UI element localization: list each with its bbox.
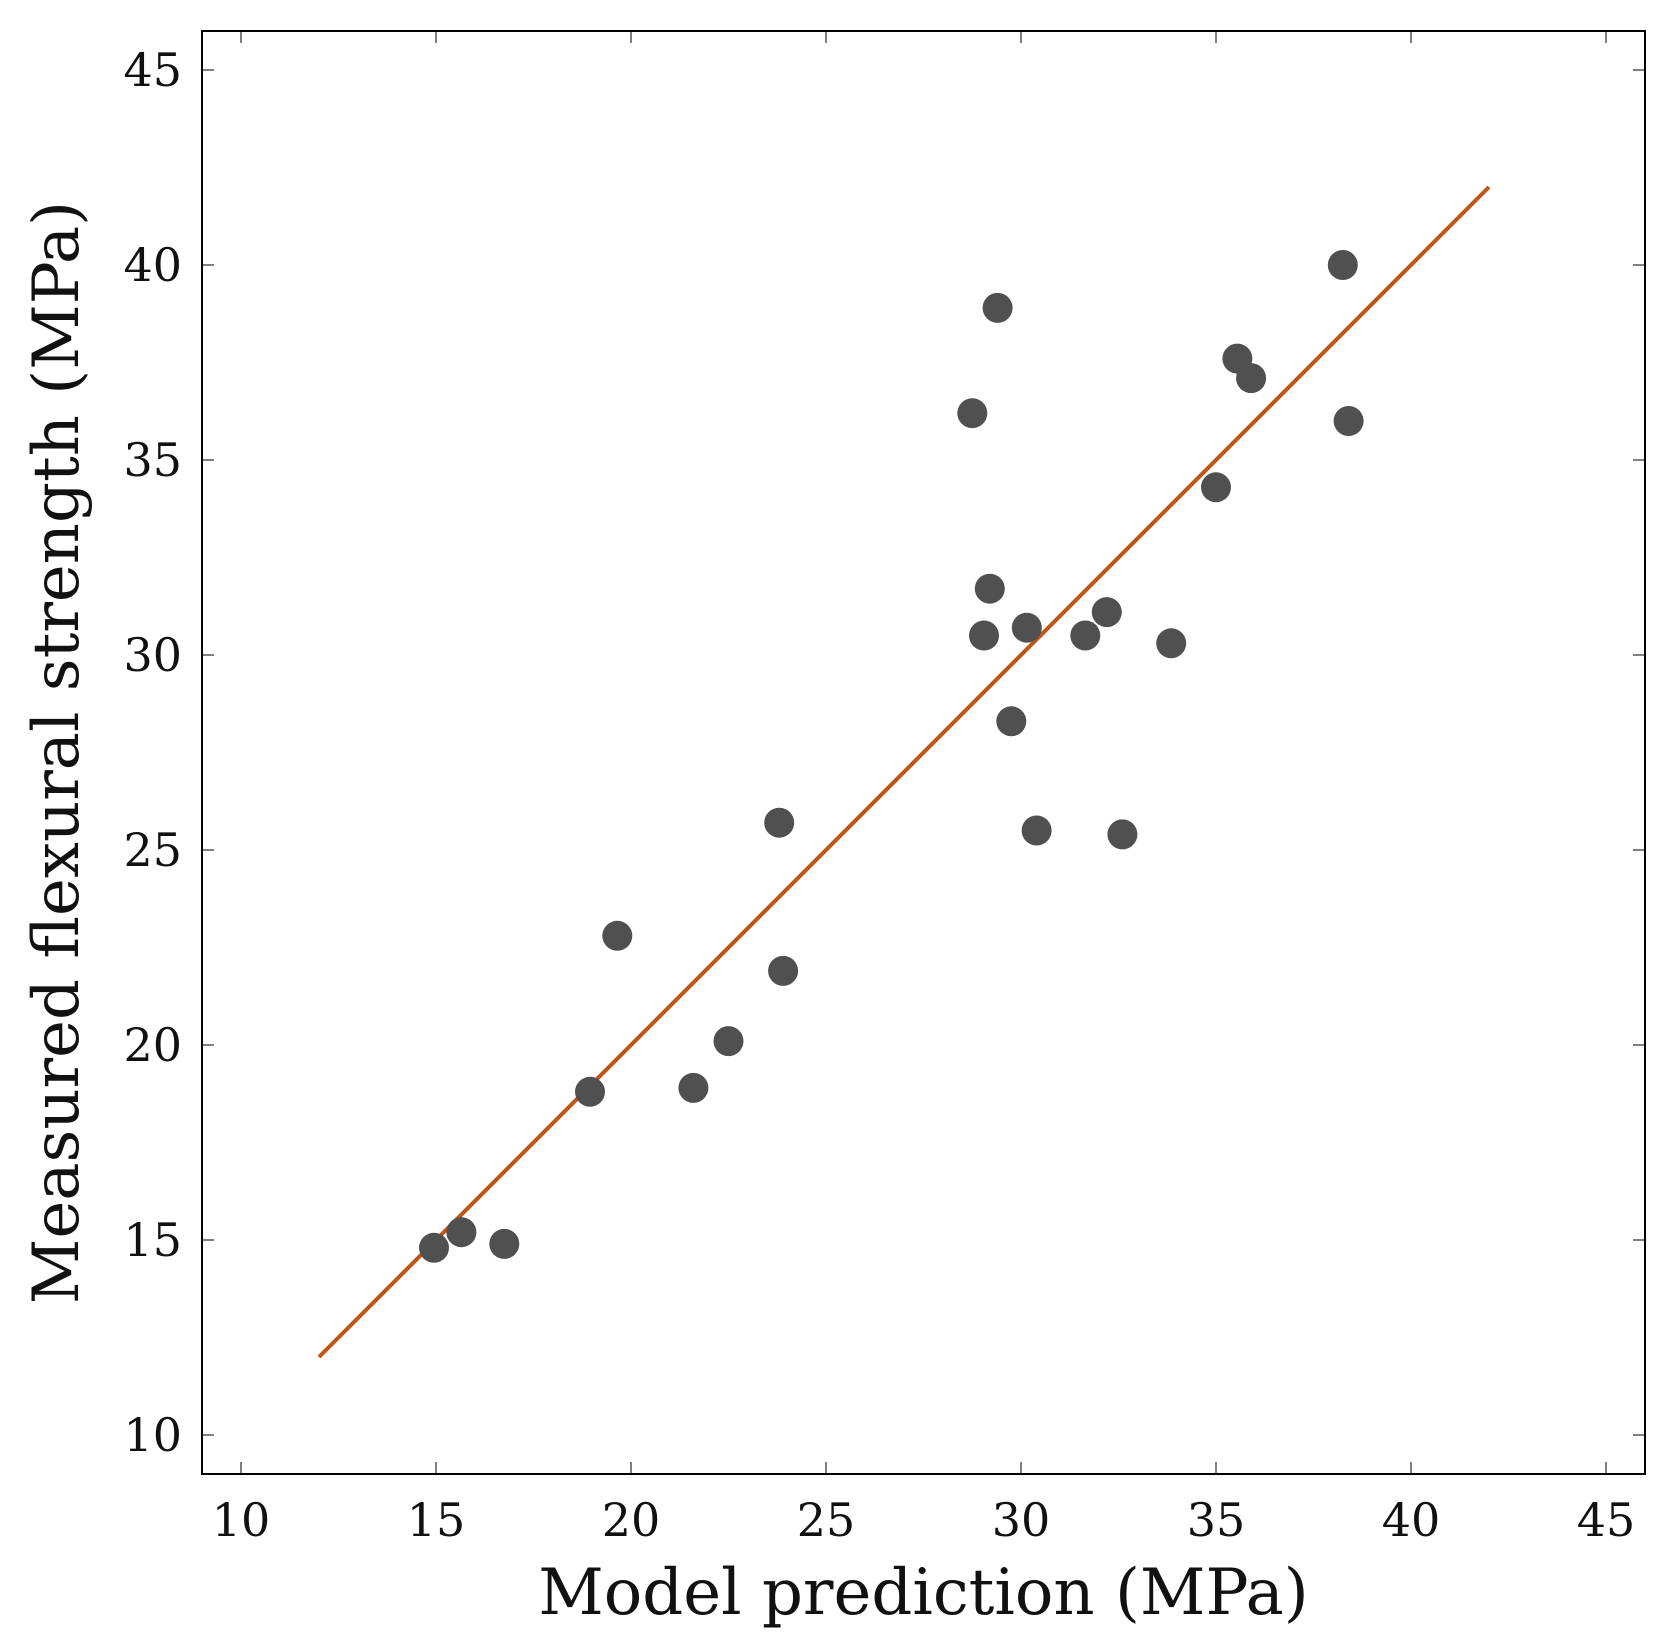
y-axis-title: Measured flexural strength (MPa) (20, 201, 94, 1304)
data-point (974, 573, 1005, 604)
data-point (1070, 620, 1101, 651)
data-point (1091, 597, 1122, 628)
data-point (1156, 628, 1187, 659)
y-tick-label: 15 (123, 1213, 182, 1267)
data-point (575, 1076, 605, 1107)
plot-frame (201, 30, 1646, 1475)
x-tick-label: 25 (797, 1493, 856, 1547)
data-point (1236, 363, 1267, 394)
data-point (602, 920, 633, 951)
axis-ticks (202, 31, 1645, 1474)
data-point (489, 1228, 520, 1259)
tick-labels: 10 15 20 25 30 35 40 45 10 15 20 25 30 35 40 45 (123, 43, 1635, 1547)
y-tick-label: 35 (123, 433, 182, 487)
y-tick-label: 10 (123, 1408, 182, 1462)
data-point (764, 807, 795, 838)
x-axis-title: Model prediction (MPa) (538, 1556, 1309, 1630)
data-point (982, 292, 1013, 323)
y-tick-label: 40 (123, 238, 182, 292)
data-point (1327, 250, 1358, 280)
data-point (969, 620, 999, 651)
y-tick-label: 30 (123, 628, 182, 682)
y-tick-label: 25 (123, 823, 182, 877)
data-point (996, 706, 1027, 737)
data-point (1011, 612, 1042, 643)
x-tick-label: 45 (1577, 1493, 1636, 1547)
data-point (1021, 815, 1052, 846)
data-point (957, 398, 988, 429)
x-tick-label: 10 (212, 1493, 271, 1547)
x-tick-label: 30 (992, 1493, 1051, 1547)
y-tick-label: 20 (123, 1018, 182, 1072)
data-point (446, 1217, 477, 1248)
data-point (1333, 406, 1364, 436)
data-point (713, 1026, 744, 1057)
x-tick-label: 35 (1187, 1493, 1246, 1547)
data-points (419, 250, 1364, 1263)
fit-line-layer (317, 185, 1491, 1359)
x-tick-label: 15 (407, 1493, 466, 1547)
data-point (1107, 819, 1138, 850)
data-point (678, 1072, 709, 1103)
x-tick-label: 40 (1382, 1493, 1441, 1547)
data-point (1201, 472, 1231, 503)
data-point (768, 955, 799, 986)
fit-line (317, 185, 1491, 1359)
y-tick-label: 45 (123, 43, 182, 97)
x-tick-label: 20 (602, 1493, 661, 1547)
data-point (419, 1232, 449, 1263)
